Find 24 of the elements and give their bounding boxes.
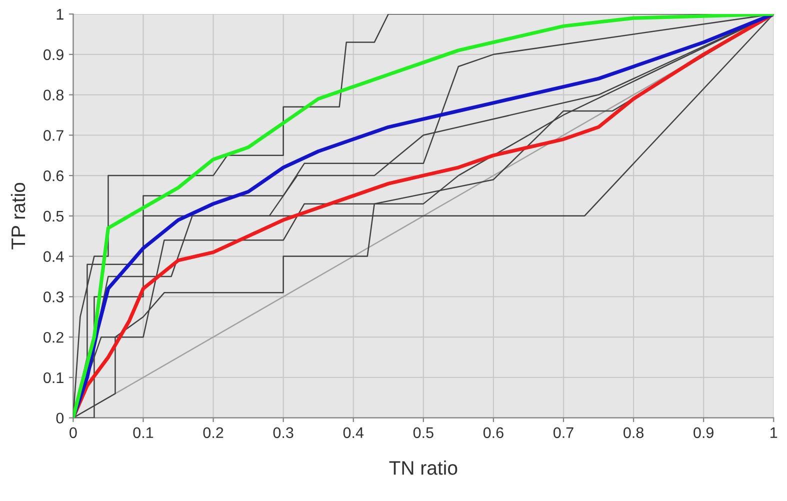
y-tick-label: 0 [56, 412, 64, 424]
x-tick-label: 0.6 [483, 427, 504, 438]
y-tick-label: 0.9 [44, 49, 64, 60]
y-tick-label: 1 [56, 9, 64, 20]
x-tick-label: 1 [770, 427, 778, 438]
y-tick-label: 0.8 [44, 90, 64, 100]
x-tick-label: 0.8 [624, 427, 644, 438]
y-tick-label: 0.5 [44, 210, 64, 222]
y-tick-label: 0.1 [44, 372, 64, 384]
y-axis-title: TP ratio [10, 182, 26, 250]
y-tick-label: 0.2 [44, 332, 64, 343]
x-tick-label: 0.4 [343, 427, 364, 438]
x-tick-label: 0 [70, 427, 77, 438]
x-tick-label: 0.5 [413, 427, 434, 438]
x-tick-label: 0.9 [694, 427, 714, 438]
x-tick-label: 0.7 [553, 427, 574, 438]
y-tick-label: 0.7 [44, 130, 64, 141]
x-tick-label: 0.1 [133, 427, 154, 438]
x-axis-title: TN ratio [389, 460, 458, 475]
y-tick-label: 0.6 [44, 170, 64, 182]
x-tick-label: 0.2 [203, 427, 224, 438]
y-tick-label: 0.3 [44, 292, 64, 302]
y-tick-label: 0.4 [44, 251, 64, 262]
x-tick-label: 0.3 [273, 427, 294, 438]
